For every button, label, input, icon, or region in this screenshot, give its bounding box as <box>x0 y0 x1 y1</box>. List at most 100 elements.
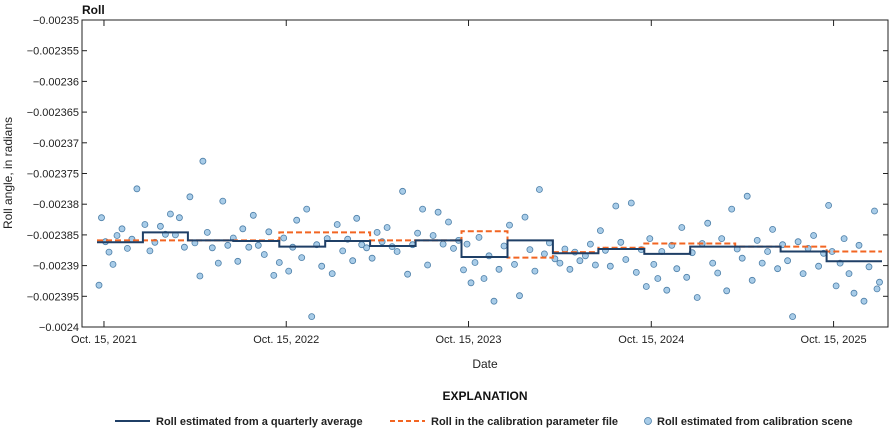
scene-point <box>308 313 316 321</box>
scene-point <box>339 247 347 255</box>
chart-title: Roll <box>82 3 105 17</box>
scene-point <box>748 276 756 284</box>
legend-title: EXPLANATION <box>442 389 527 403</box>
scene-point <box>186 193 194 201</box>
scene-point <box>196 272 204 280</box>
scene-point <box>506 221 513 229</box>
scene-point <box>203 228 211 236</box>
scene-point <box>293 216 301 224</box>
scene-point <box>865 263 873 271</box>
scene-point <box>467 279 475 287</box>
legend-scene-label: Roll estimated from calibration scene <box>657 416 853 428</box>
calibration-parameter-line <box>97 230 882 259</box>
scene-point <box>234 257 242 265</box>
y-tick-label: −0.002395 <box>27 291 79 303</box>
scene-point <box>224 241 232 249</box>
scene-point <box>434 208 442 216</box>
x-axis-label: Date <box>472 357 498 371</box>
scene-point <box>124 244 131 252</box>
scene-point <box>219 197 227 205</box>
scene-point <box>105 248 113 256</box>
scene-point <box>592 261 599 269</box>
y-tick-label: −0.00238 <box>33 199 79 211</box>
scene-point <box>419 205 427 213</box>
scene-point <box>876 278 883 286</box>
scene-point <box>871 207 878 215</box>
y-axis-label: Roll angle, in radians <box>1 117 15 229</box>
scene-point <box>475 233 483 241</box>
scene-point <box>526 246 534 254</box>
scene-point <box>774 265 781 273</box>
scene-point <box>728 205 736 213</box>
scene-point <box>460 266 467 274</box>
scene-point <box>566 265 574 273</box>
scene-point <box>490 297 498 305</box>
scene-point <box>285 267 293 275</box>
scene-point <box>536 186 543 193</box>
scene-point <box>353 214 361 222</box>
scene-point <box>753 236 761 244</box>
scene-point <box>450 244 457 252</box>
scene-point <box>275 259 283 266</box>
scene-point <box>683 273 691 281</box>
scene-point <box>678 224 686 231</box>
legend-calibration-label: Roll in the calibration parameter file <box>431 416 618 428</box>
scene-point <box>622 256 630 263</box>
scene-point <box>587 240 594 248</box>
scene-point <box>511 260 518 268</box>
scene-point <box>298 254 306 262</box>
scene-point <box>718 235 726 243</box>
y-tick-label: −0.00237 <box>33 138 79 150</box>
scene-point <box>141 221 149 228</box>
scene-point <box>576 257 584 265</box>
scene-point <box>445 218 452 226</box>
scene-point <box>704 219 712 227</box>
scene-point <box>214 259 222 267</box>
scene-point <box>245 243 253 251</box>
scene-point <box>471 259 479 266</box>
y-tick-label: −0.002385 <box>27 230 79 242</box>
scene-point <box>693 294 701 301</box>
scene-point <box>109 260 117 268</box>
scene-point <box>280 234 288 242</box>
scene-point <box>166 210 174 218</box>
scene-point <box>318 262 326 270</box>
scene-point <box>303 205 311 213</box>
scene-point <box>832 282 840 290</box>
scene-point <box>825 201 832 209</box>
scene-point <box>758 259 766 267</box>
scene-point <box>175 214 183 222</box>
y-tick-label: −0.002365 <box>27 107 79 119</box>
scene-point <box>855 241 863 249</box>
scene-point <box>270 271 278 279</box>
scene-point <box>399 187 407 195</box>
scene-point <box>815 262 822 270</box>
y-tick-label: −0.0024 <box>39 322 79 334</box>
x-tick-label: Oct. 15, 2021 <box>71 334 137 346</box>
scene-point <box>373 228 381 236</box>
scene-point <box>632 268 640 276</box>
y-tick-label: −0.002375 <box>27 169 79 181</box>
scene-point <box>328 270 336 278</box>
scene-point <box>663 286 671 294</box>
y-tick-label: −0.00239 <box>33 261 79 273</box>
legend-scene-swatch <box>644 417 652 425</box>
scene-point <box>429 232 437 239</box>
scene-point <box>208 244 216 252</box>
scene-point <box>95 281 103 289</box>
scene-point <box>349 257 357 265</box>
scene-point <box>714 269 722 277</box>
scene-point <box>531 267 539 275</box>
scene-point <box>799 270 807 278</box>
x-tick-label: Oct. 15, 2025 <box>801 334 867 346</box>
scene-point <box>180 243 188 251</box>
scene-point <box>424 261 432 269</box>
scene-point <box>784 257 791 265</box>
scene-point <box>239 225 247 233</box>
scene-point <box>495 265 503 273</box>
scene-point <box>333 221 341 228</box>
scene-point <box>556 259 564 267</box>
scene-point <box>646 235 654 243</box>
scene-point <box>845 270 853 278</box>
